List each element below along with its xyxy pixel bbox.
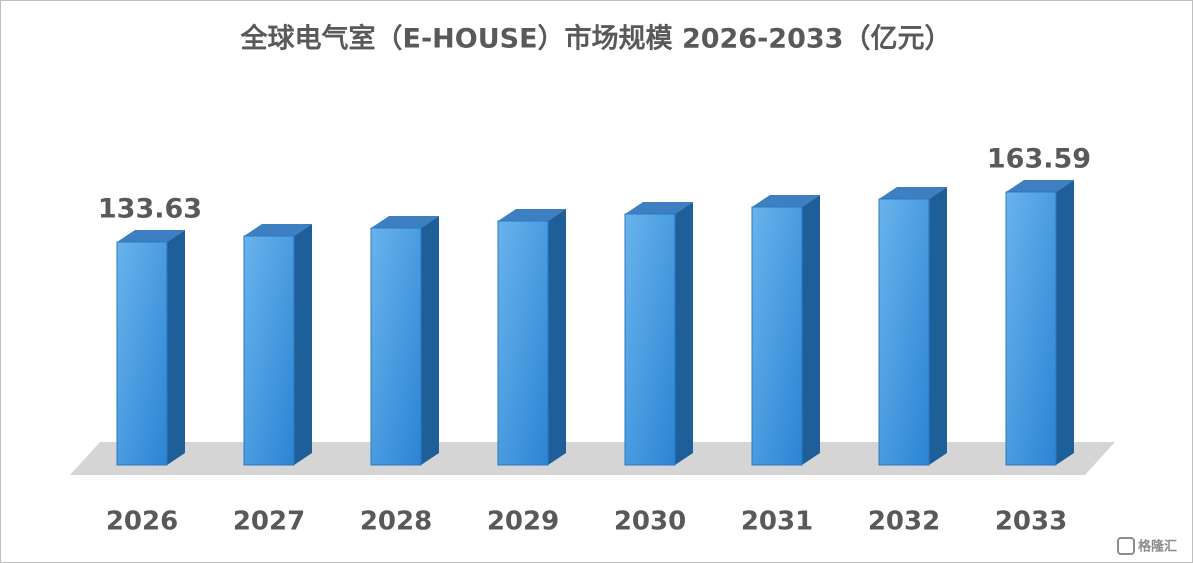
bar-top — [1006, 179, 1074, 192]
bar — [751, 206, 803, 466]
bar-side — [675, 201, 693, 465]
bar-top — [625, 201, 693, 214]
floor-shadow — [70, 442, 1115, 475]
bar — [624, 213, 676, 466]
bar-top — [117, 229, 185, 242]
watermark-text: 格隆汇 — [1138, 539, 1177, 555]
watermark: 格隆汇 — [1117, 537, 1177, 555]
x-tick-label: 2033 — [995, 507, 1067, 537]
bar — [243, 235, 295, 466]
bar — [497, 220, 549, 466]
chart-title: 全球电气室（E-HOUSE）市场规模 2026-2033（亿元） — [240, 23, 952, 55]
bar-side — [929, 186, 947, 465]
bar-top — [879, 186, 947, 199]
bar — [878, 198, 930, 466]
bar-side — [421, 216, 439, 465]
x-tick-label: 2031 — [741, 507, 813, 537]
bar — [116, 241, 168, 466]
x-tick-label: 2032 — [868, 507, 940, 537]
bar — [370, 227, 422, 466]
watermark-icon — [1117, 537, 1135, 555]
bar-side — [1056, 179, 1074, 465]
bar-top — [371, 216, 439, 229]
bar-side — [548, 208, 566, 466]
x-tick-label: 2029 — [487, 507, 559, 537]
bar-top — [752, 194, 820, 207]
bar-side — [294, 224, 312, 465]
x-tick-label: 2027 — [233, 507, 305, 537]
x-tick-label: 2030 — [614, 507, 686, 537]
bar — [1005, 191, 1057, 466]
x-tick-label: 2026 — [106, 507, 178, 537]
data-label: 163.59 — [987, 143, 1091, 174]
data-label: 133.63 — [98, 193, 202, 224]
bar-side — [167, 229, 185, 465]
bar-top — [244, 224, 312, 237]
bar-side — [802, 194, 820, 465]
bar-top — [498, 208, 566, 221]
x-tick-label: 2028 — [360, 507, 432, 537]
